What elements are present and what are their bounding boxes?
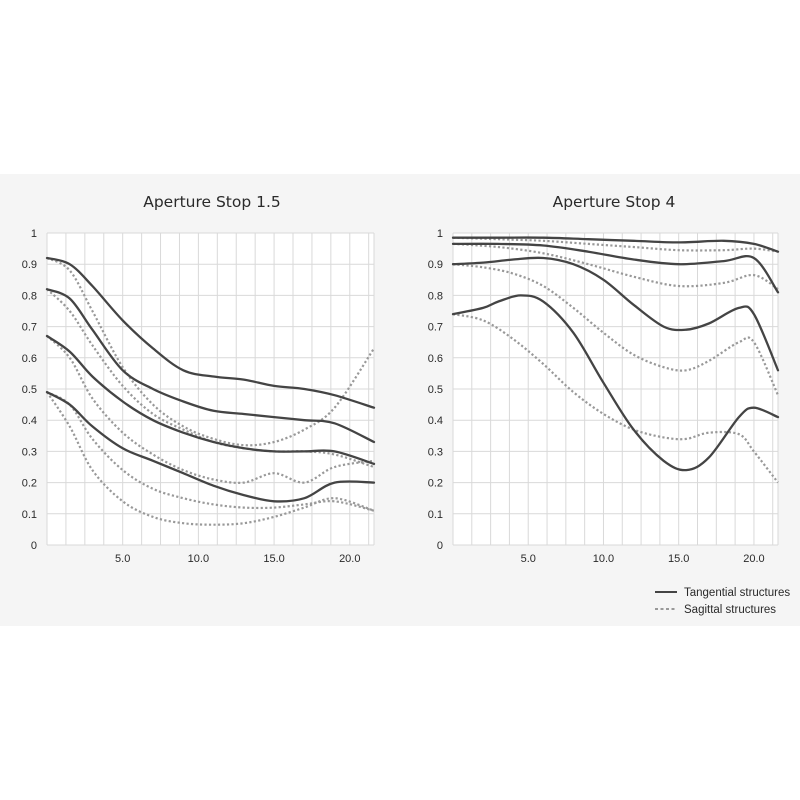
x-tick-label: 20.0 xyxy=(339,553,360,565)
series-line-tangential xyxy=(45,288,376,444)
chart-right: Aperture Stop 4 0 0.1 0.2 0.3 0.4 0.5 0.6 0.7 0.… xyxy=(428,193,780,565)
series-line-tangential xyxy=(45,390,376,503)
chart-left-title: Aperture Stop 1.5 xyxy=(143,193,281,211)
y-tick-label: 0.3 xyxy=(22,446,37,458)
x-tick-label: 5.0 xyxy=(521,553,536,565)
y-tick-label: 0.6 xyxy=(22,353,37,365)
chart-right-title: Aperture Stop 4 xyxy=(553,193,676,211)
series-line-sagittal xyxy=(46,256,375,447)
series-line-tangential xyxy=(45,256,376,409)
series-line-sagittal xyxy=(452,263,780,396)
x-tick-label: 10.0 xyxy=(188,553,209,565)
legend-tangential-label: Tangential structures xyxy=(684,587,790,599)
y-tick-label: 0.3 xyxy=(428,446,443,458)
legend: Tangential structures Sagittal structure… xyxy=(655,587,790,616)
legend-sagittal-label: Sagittal structures xyxy=(684,604,776,616)
chart-left: Aperture Stop 1.5 0 0.1 0.2 0.3 0.4 0.5 0.6 0.7… xyxy=(22,193,376,565)
x-tick-label: 5.0 xyxy=(115,553,130,565)
y-tick-label: 0.1 xyxy=(428,509,443,521)
y-tick-label: 0 xyxy=(437,540,443,552)
y-tick-label: 1 xyxy=(31,228,37,240)
y-tick-label: 0.8 xyxy=(22,290,37,302)
y-tick-label: 0.7 xyxy=(22,322,37,334)
series-line-tangential xyxy=(451,242,780,294)
y-tick-label: 0.8 xyxy=(428,290,443,302)
y-tick-label: 1 xyxy=(437,228,443,240)
y-tick-label: 0.2 xyxy=(22,478,37,490)
y-tick-label: 0.5 xyxy=(428,384,443,396)
x-tick-label: 15.0 xyxy=(263,553,284,565)
x-tick-label: 20.0 xyxy=(743,553,764,565)
series-line-sagittal xyxy=(46,391,375,512)
y-tick-label: 0.9 xyxy=(428,259,443,271)
chart-right-plot: 00.10.20.30.40.50.60.70.80.915.0 10.0 15.0… xyxy=(428,228,780,565)
y-tick-label: 0.1 xyxy=(22,509,37,521)
x-tick-label: 10.0 xyxy=(593,553,614,565)
y-tick-label: 0.2 xyxy=(428,478,443,490)
y-tick-label: 0.7 xyxy=(428,322,443,334)
y-tick-label: 0.9 xyxy=(22,259,37,271)
y-tick-label: 0 xyxy=(31,540,37,552)
y-tick-label: 0.4 xyxy=(22,415,37,427)
chart-left-plot: 00.10.20.30.40.50.60.70.80.915.0 10.0 15.0… xyxy=(22,228,376,565)
series-line-tangential xyxy=(45,334,376,466)
series-line-sagittal xyxy=(46,335,375,484)
y-tick-label: 0.6 xyxy=(428,353,443,365)
series-line-tangential xyxy=(451,294,780,472)
x-tick-label: 15.0 xyxy=(668,553,689,565)
series-line-tangential xyxy=(451,236,780,253)
series-line-sagittal xyxy=(452,242,779,291)
y-tick-label: 0.5 xyxy=(22,384,37,396)
series-line-sagittal xyxy=(452,236,779,253)
series-line-tangential xyxy=(451,256,780,372)
series-line-sagittal xyxy=(46,391,375,526)
y-tick-label: 0.4 xyxy=(428,415,443,427)
